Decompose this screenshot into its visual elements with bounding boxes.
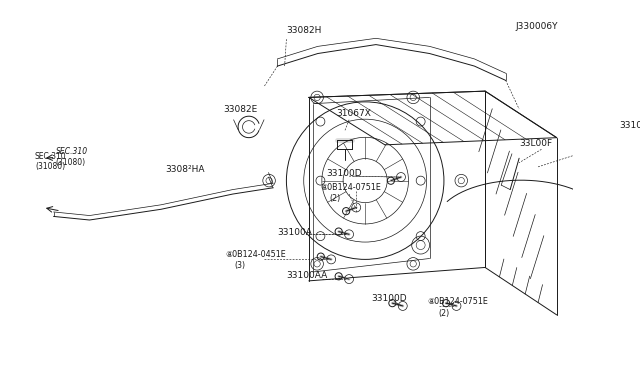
Text: (31080): (31080) xyxy=(56,158,86,167)
Text: 33100A: 33100A xyxy=(278,228,312,237)
Text: 33L00F: 33L00F xyxy=(519,138,552,148)
Text: (2): (2) xyxy=(438,309,450,318)
Text: ⑧0B124-0751E: ⑧0B124-0751E xyxy=(428,297,489,306)
Text: 3308²HA: 3308²HA xyxy=(166,166,205,174)
Text: 31067X: 31067X xyxy=(337,109,371,118)
Text: 33082E: 33082E xyxy=(224,105,258,113)
Text: 33100: 33100 xyxy=(620,121,640,129)
Text: SEC.310: SEC.310 xyxy=(56,147,88,157)
Text: 33100AA: 33100AA xyxy=(287,271,328,280)
Text: 33082H: 33082H xyxy=(287,26,322,35)
Text: ⑧0B124-0451E: ⑧0B124-0451E xyxy=(225,250,286,259)
Text: (2): (2) xyxy=(330,194,340,203)
Text: 33100D: 33100D xyxy=(371,294,407,303)
Text: SEC.310: SEC.310 xyxy=(35,152,67,161)
Text: (3): (3) xyxy=(234,261,246,270)
Text: 33100D: 33100D xyxy=(326,169,362,178)
Text: (31080): (31080) xyxy=(35,162,65,171)
Text: J330006Y: J330006Y xyxy=(516,22,558,31)
Text: ⑧0B124-0751E: ⑧0B124-0751E xyxy=(321,183,381,192)
